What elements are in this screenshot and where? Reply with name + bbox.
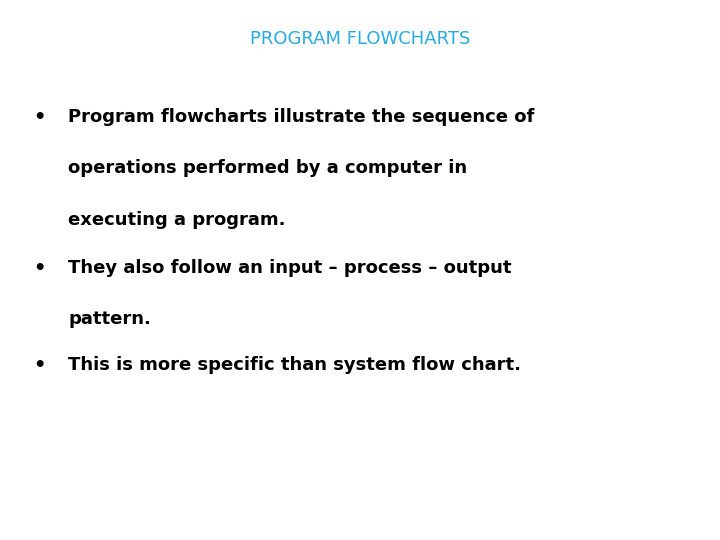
Text: They also follow an input – process – output: They also follow an input – process – ou… (68, 259, 512, 277)
Text: executing a program.: executing a program. (68, 211, 286, 228)
Text: •: • (33, 259, 46, 278)
Text: •: • (33, 356, 46, 375)
Text: This is more specific than system flow chart.: This is more specific than system flow c… (68, 356, 521, 374)
Text: •: • (33, 108, 46, 127)
Text: Program flowcharts illustrate the sequence of: Program flowcharts illustrate the sequen… (68, 108, 535, 126)
Text: operations performed by a computer in: operations performed by a computer in (68, 159, 467, 177)
Text: PROGRAM FLOWCHARTS: PROGRAM FLOWCHARTS (250, 30, 470, 48)
Text: pattern.: pattern. (68, 310, 151, 328)
